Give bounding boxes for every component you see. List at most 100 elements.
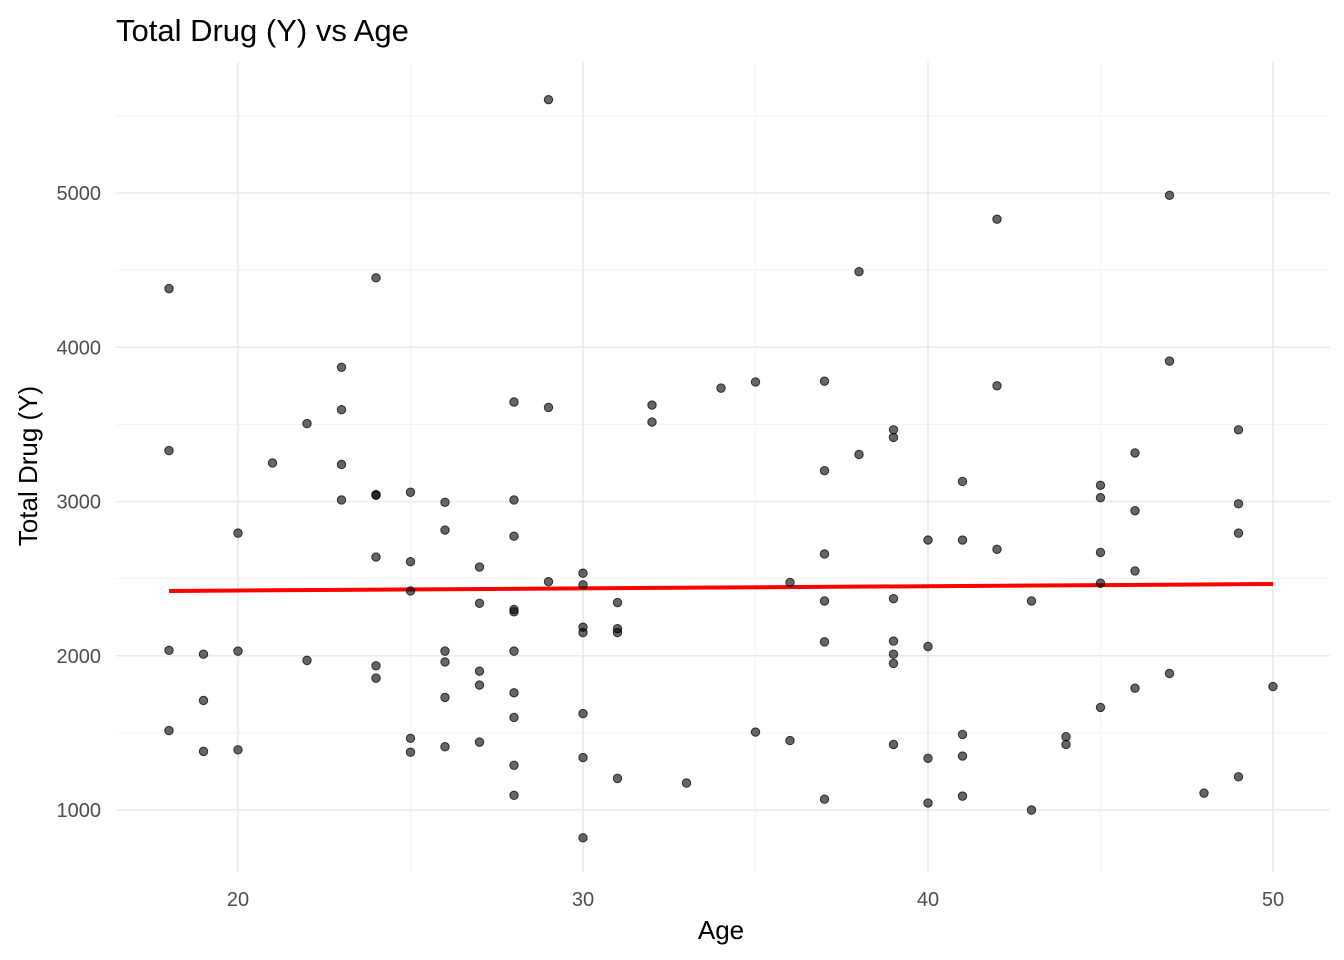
data-point: [957, 476, 968, 487]
data-point: [854, 449, 864, 460]
data-point: [509, 495, 519, 505]
y-axis-label: Total Drug (Y): [13, 386, 43, 546]
data-point: [854, 266, 864, 277]
data-point: [371, 552, 381, 562]
data-point: [681, 778, 692, 788]
x-axis-ticks: 20 30 40 50: [227, 889, 1284, 911]
data-point: [233, 745, 243, 755]
data-point: [509, 646, 519, 656]
data-point: [405, 747, 416, 757]
data-point: [957, 729, 968, 740]
data-point: [440, 646, 450, 656]
data-point: [164, 445, 174, 456]
y-tick-label: 5000: [57, 183, 102, 205]
data-point: [371, 661, 381, 671]
data-point: [509, 760, 519, 770]
data-point: [371, 273, 381, 283]
data-point: [1130, 566, 1140, 576]
points-layer: [164, 94, 1278, 843]
data-point: [647, 400, 657, 410]
data-point: [440, 692, 450, 703]
data-point: [474, 562, 485, 572]
data-point: [198, 746, 209, 757]
data-point: [1199, 788, 1209, 798]
data-point: [405, 556, 416, 567]
data-point: [371, 673, 381, 683]
data-point: [992, 544, 1002, 555]
data-point: [1130, 683, 1140, 693]
data-point: [1095, 547, 1106, 558]
data-point: [440, 525, 450, 535]
data-point: [198, 649, 209, 659]
data-point: [1095, 492, 1106, 503]
data-point: [440, 497, 450, 507]
data-point: [819, 637, 830, 647]
data-point: [1233, 772, 1244, 782]
data-point: [578, 752, 588, 763]
data-point: [164, 725, 174, 736]
data-point: [164, 645, 174, 656]
data-point: [1095, 480, 1106, 491]
y-tick-label: 3000: [57, 492, 102, 514]
data-point: [405, 487, 416, 497]
data-point: [612, 597, 623, 608]
data-point: [957, 535, 968, 545]
data-point: [578, 627, 588, 638]
data-point: [1130, 506, 1140, 516]
chart-title: Total Drug (Y) vs Age: [116, 13, 409, 48]
data-point: [509, 790, 519, 801]
data-point: [923, 753, 933, 764]
y-tick-label: 1000: [57, 800, 102, 822]
data-point: [819, 465, 830, 476]
x-tick-label: 50: [1262, 889, 1284, 911]
data-point: [371, 490, 381, 501]
data-point: [509, 712, 519, 723]
data-point: [785, 735, 795, 746]
data-point: [785, 577, 795, 588]
data-point: [233, 528, 243, 538]
data-point: [578, 568, 588, 578]
data-point: [1164, 190, 1175, 201]
data-point: [198, 695, 209, 706]
data-point: [1164, 356, 1175, 366]
data-point: [992, 381, 1002, 391]
y-tick-label: 4000: [57, 337, 102, 359]
data-point: [1268, 681, 1278, 692]
data-point: [957, 791, 968, 801]
data-point: [612, 627, 623, 638]
data-point: [1130, 448, 1140, 458]
data-point: [543, 577, 554, 587]
data-point: [1026, 596, 1037, 606]
data-point: [474, 680, 485, 690]
data-point: [1061, 739, 1071, 750]
data-point: [336, 405, 347, 415]
data-point: [1164, 668, 1175, 679]
data-point: [888, 649, 899, 659]
data-point: [819, 376, 830, 386]
data-point: [474, 598, 485, 609]
data-point: [164, 283, 174, 294]
data-point: [336, 495, 347, 505]
data-point: [923, 798, 933, 808]
data-point: [888, 593, 899, 604]
data-point: [336, 459, 347, 470]
data-point: [509, 397, 519, 407]
data-point: [819, 596, 830, 606]
data-point: [474, 737, 485, 747]
data-point: [509, 531, 519, 541]
x-tick-label: 40: [917, 889, 939, 911]
data-point: [819, 549, 830, 559]
data-point: [923, 641, 933, 652]
data-point: [888, 432, 899, 443]
data-point: [1233, 425, 1244, 435]
data-point: [440, 657, 450, 667]
data-point: [750, 727, 761, 737]
data-point: [474, 666, 485, 676]
data-point: [336, 362, 347, 373]
data-point: [1061, 732, 1071, 742]
y-axis-ticks: 1000 2000 3000 4000 5000: [57, 183, 102, 822]
data-point: [405, 733, 416, 743]
data-point: [612, 773, 623, 784]
fit-line-layer: [168, 582, 1274, 593]
